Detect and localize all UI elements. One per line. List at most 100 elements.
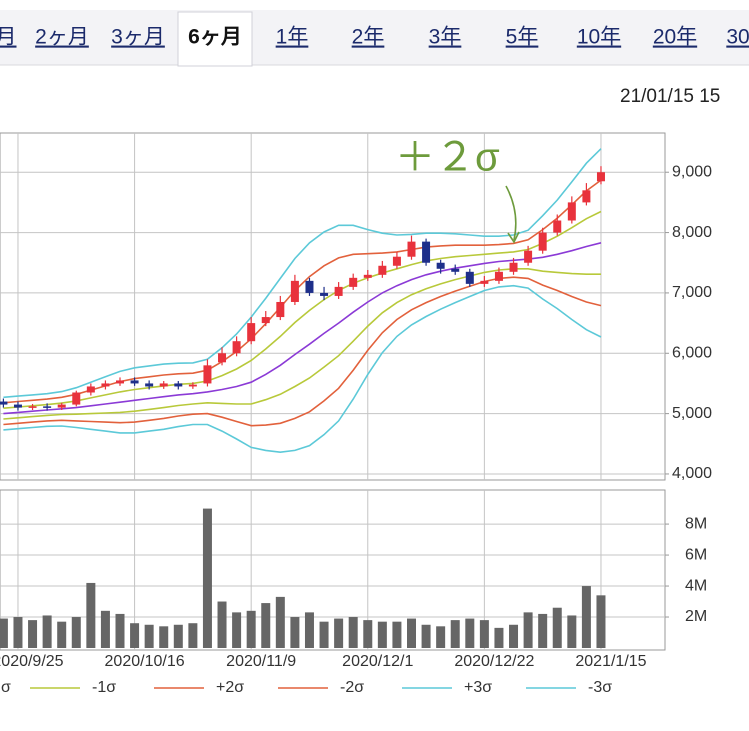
- tab[interactable]: 3年: [429, 26, 462, 49]
- tab-selected-bg: [177, 11, 253, 67]
- candle-body: [130, 380, 139, 384]
- candle-body: [407, 241, 416, 257]
- annotation-arrowhead: [507, 231, 520, 244]
- tab-bar: [0, 10, 749, 65]
- timestamp: 21/01/15 15: [620, 86, 720, 107]
- candle-body: [86, 386, 95, 393]
- x-tick-label: 2020/12/22: [454, 653, 534, 670]
- price-frame: [0, 132, 666, 481]
- tabs: 月 2ヶ月 3ヶ月 6ヶ月 1年 2年 3年 5年 10年 20年 30: [0, 11, 749, 67]
- legend-label: -3σ: [588, 679, 612, 696]
- y-tick-label: 9,000: [672, 163, 712, 180]
- tab[interactable]: 2ヶ月: [35, 26, 89, 49]
- volume-bar: [232, 612, 242, 648]
- annotation-arrow: [505, 185, 517, 241]
- candle-body: [480, 280, 489, 284]
- volume-bar: [275, 596, 285, 648]
- band-line: [3, 179, 602, 404]
- candle-body: [392, 256, 401, 266]
- tab[interactable]: 10年: [577, 26, 621, 49]
- volume-bar: [100, 610, 110, 648]
- legend-label: +2σ: [216, 679, 244, 696]
- volume-bar: [567, 615, 577, 648]
- volume-bar: [494, 627, 504, 648]
- volume-bar: [538, 613, 548, 648]
- tab[interactable]: 1年: [276, 26, 309, 49]
- candle-body: [0, 401, 8, 405]
- volume-bar: [465, 618, 475, 648]
- volume-bar: [581, 586, 591, 648]
- tab[interactable]: 20年: [653, 26, 697, 49]
- volume-bar: [71, 617, 81, 648]
- candle-body: [116, 380, 124, 384]
- volume-bar: [13, 617, 23, 648]
- y-tick-label: 2M: [685, 608, 707, 625]
- volume-bar: [407, 618, 416, 648]
- legend-label: σ: [1, 679, 11, 696]
- candle-body: [247, 323, 256, 342]
- candle-body: [290, 280, 299, 302]
- candle-body: [422, 241, 431, 263]
- volume-bar: [144, 624, 154, 648]
- tab[interactable]: 3ヶ月: [111, 26, 165, 49]
- candle-body: [436, 262, 445, 269]
- volume-bar: [596, 595, 606, 648]
- volume-bar: [304, 612, 314, 648]
- plot: 4,000 5,000 6,000 7,000 8,000 9,000 2M 4M 6M 8M 20…: [0, 133, 712, 696]
- volume-bar: [377, 621, 387, 648]
- candle-body: [174, 383, 183, 387]
- candle-body: [218, 353, 227, 363]
- band-line: [3, 284, 602, 454]
- candle-body: [72, 392, 81, 405]
- candle-body: [57, 404, 66, 408]
- volume-bar: [290, 617, 300, 648]
- band-line: [3, 242, 602, 415]
- y-tick-label: 5,000: [672, 405, 712, 422]
- volume-bar: [509, 624, 519, 648]
- volume-frame: [0, 489, 666, 651]
- legend-label: -1σ: [92, 679, 116, 696]
- band-line: [3, 210, 602, 409]
- candle-body: [465, 271, 474, 284]
- volume-bar: [217, 601, 227, 648]
- candle-body: [553, 220, 562, 233]
- candle-body: [509, 262, 518, 272]
- tab[interactable]: 月: [0, 26, 17, 49]
- band-line: [3, 148, 602, 399]
- volume-bar: [159, 626, 169, 648]
- tab[interactable]: 30: [726, 26, 749, 49]
- candle-body: [43, 406, 52, 408]
- x-tick-label: 2020/11/9: [226, 653, 296, 670]
- band-line: [3, 268, 601, 420]
- x-tick-label: 2020/12/1: [342, 653, 413, 670]
- y-tick-label: 6M: [685, 546, 707, 563]
- candle-body: [232, 341, 241, 354]
- candle-body: [203, 365, 212, 384]
- y-tick-label: 6,000: [672, 344, 712, 361]
- tab[interactable]: 2年: [352, 26, 385, 49]
- volume-bar: [261, 603, 271, 648]
- volume-bar: [523, 612, 533, 648]
- legend-label: -2σ: [340, 679, 364, 696]
- volume-bar: [0, 618, 8, 648]
- volume-bar: [246, 610, 256, 648]
- tab[interactable]: 5年: [506, 26, 539, 49]
- volume-bar: [57, 621, 67, 648]
- candle-body: [363, 274, 372, 278]
- volume-bar: [436, 626, 446, 648]
- volume-bar: [363, 620, 373, 648]
- candle-body: [567, 202, 576, 221]
- volume-bar: [334, 618, 344, 648]
- candle-body: [101, 383, 110, 387]
- volume-bar: [348, 617, 358, 648]
- volume-bar: [115, 613, 125, 648]
- candle-body: [378, 265, 387, 275]
- volume-bar: [188, 623, 198, 648]
- candle-body: [305, 280, 314, 293]
- x-tick-label: 2021/1/15: [575, 653, 646, 670]
- volume-bar: [450, 620, 460, 648]
- tab[interactable]: 6ヶ月: [188, 26, 242, 49]
- legend-label: +3σ: [464, 679, 492, 696]
- candle-body: [261, 317, 270, 324]
